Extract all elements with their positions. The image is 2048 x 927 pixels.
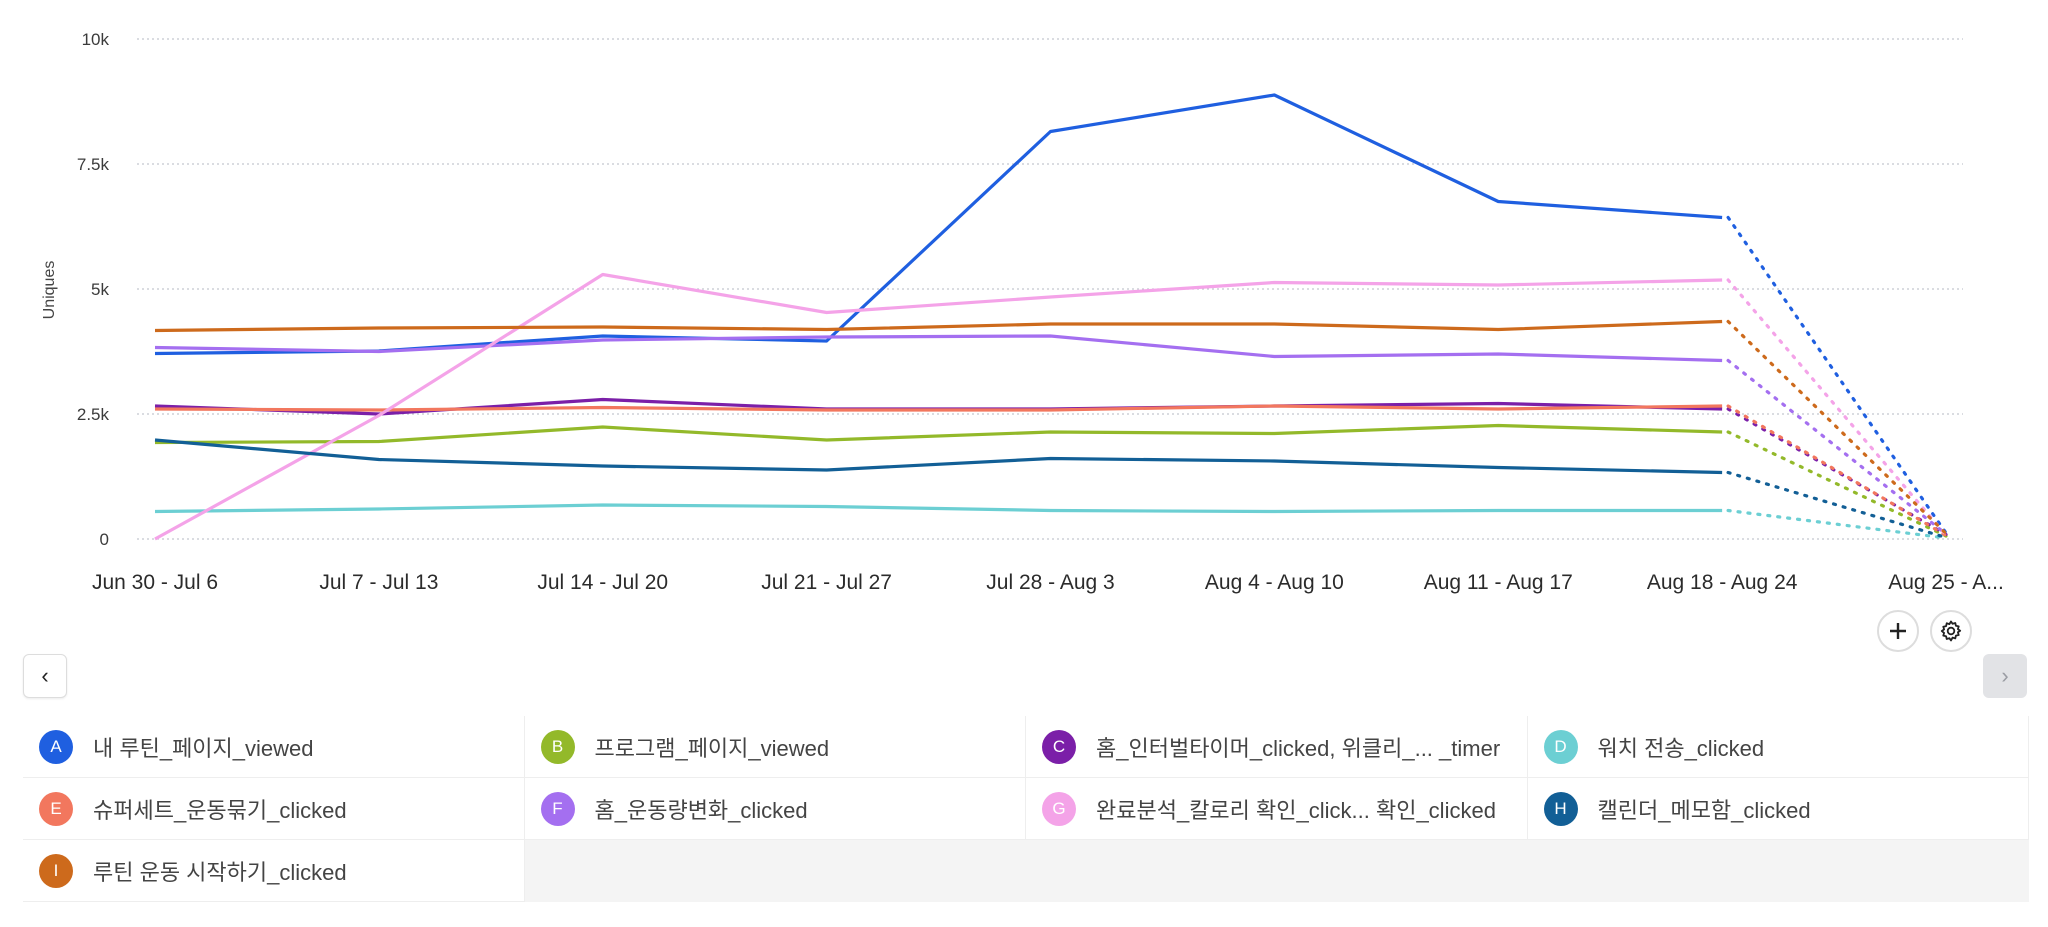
settings-button[interactable]	[1930, 610, 1972, 652]
series-h[interactable]	[154, 438, 1948, 540]
series-badge: B	[540, 729, 575, 764]
series-incomplete-segment	[1726, 215, 1948, 535]
series-i[interactable]	[154, 319, 1948, 536]
x-tick-label: Aug 25 - A...	[1888, 571, 2004, 594]
legend-label: 슈퍼세트_운동묶기_clicked	[93, 797, 347, 823]
series-d[interactable]	[154, 503, 1948, 540]
series-badge: F	[540, 791, 575, 826]
series-incomplete-segment	[1726, 358, 1948, 536]
series-line[interactable]	[154, 93, 1723, 356]
legend-item[interactable]: B 프로그램_페이지_viewed	[524, 716, 1026, 778]
series-line[interactable]	[154, 319, 1723, 333]
series-c[interactable]	[154, 397, 1948, 537]
legend-label: 내 루틴_페이지_viewed	[93, 735, 314, 761]
series-line[interactable]	[154, 438, 1723, 475]
series-incomplete-segment	[1726, 470, 1948, 540]
series-incomplete-segment	[1726, 278, 1948, 537]
series-line[interactable]	[154, 272, 1723, 541]
line-chart: 0 2.5k 5k 7.5k 10k Uniques Jun 30 - Jul 6 Jul…	[41, 30, 2004, 594]
legend-label: 홈_인터벌타이머_clicked, 위클리_... _timer	[1096, 735, 1501, 761]
series-badge: E	[39, 791, 73, 826]
series-line[interactable]	[154, 503, 1723, 514]
chevron-left-icon: ‹	[41, 663, 49, 688]
legend-item[interactable]: H 캘린더_메모함_clicked	[1527, 778, 2029, 840]
legend-label: 홈_운동량변화_clicked	[594, 797, 808, 823]
x-tick-label: Aug 18 - Aug 24	[1647, 571, 1798, 594]
legend-label: 워치 전송_clicked	[1597, 735, 1765, 761]
plus-icon	[1890, 623, 1906, 639]
legend-item[interactable]: G 완료분석_칼로리 확인_click... 확인_clicked	[1026, 778, 1528, 840]
x-tick-label: Aug 11 - Aug 17	[1424, 571, 1573, 594]
series-incomplete-segment	[1726, 404, 1948, 538]
y-tick-label: 5k	[91, 280, 109, 299]
series-badge: A	[39, 729, 73, 764]
series-badge: C	[1042, 729, 1076, 764]
legend-item[interactable]: A 내 루틴_페이지_viewed	[23, 716, 525, 778]
y-tick-label: 0	[100, 530, 109, 549]
legend-label: 루틴 운동 시작하기_clicked	[93, 859, 347, 885]
y-tick-label: 7.5k	[77, 155, 110, 174]
series-badge: H	[1543, 791, 1578, 826]
legend-label: 캘린더_메모함_clicked	[1597, 797, 1811, 823]
x-tick-label: Jul 21 - Jul 27	[761, 571, 892, 594]
y-tick-label: 10k	[82, 30, 110, 49]
series-line[interactable]	[154, 334, 1723, 363]
legend-item[interactable]: E 슈퍼세트_운동묶기_clicked	[23, 778, 525, 840]
y-tick-label: 2.5k	[77, 405, 110, 424]
x-tick-label: Jul 14 - Jul 20	[537, 571, 668, 594]
series-f[interactable]	[154, 334, 1948, 536]
legend-item[interactable]: I 루틴 운동 시작하기_clicked	[23, 840, 525, 902]
series-badge: I	[39, 853, 73, 888]
legend-label: 완료분석_칼로리 확인_click... 확인_clicked	[1096, 797, 1496, 823]
series-b[interactable]	[154, 423, 1948, 538]
series-incomplete-segment	[1726, 508, 1948, 540]
gear-icon	[1940, 620, 1962, 642]
series-e[interactable]	[154, 404, 1948, 538]
legend-label: 프로그램_페이지_viewed	[594, 735, 830, 761]
series-badge: G	[1042, 791, 1076, 826]
series-incomplete-segment	[1726, 430, 1948, 538]
x-tick-label: Jul 7 - Jul 13	[319, 571, 438, 594]
legend-item[interactable]: F 홈_운동량변화_clicked	[524, 778, 1026, 840]
legend-item[interactable]: C 홈_인터벌타이머_clicked, 위클리_... _timer	[1026, 716, 1528, 778]
legend: A 내 루틴_페이지_viewed B 프로그램_페이지_viewed C 홈_인터벌타이…	[23, 716, 2029, 902]
chevron-right-icon: ›	[2001, 663, 2009, 688]
legend-item[interactable]: D 워치 전송_clicked	[1527, 716, 2029, 778]
series-g[interactable]	[154, 272, 1948, 541]
series-a[interactable]	[154, 93, 1948, 535]
x-tick-label: Jul 28 - Aug 3	[986, 571, 1114, 594]
x-tick-label: Jun 30 - Jul 6	[92, 571, 218, 594]
series-line[interactable]	[154, 404, 1723, 412]
y-axis-label: Uniques	[41, 261, 58, 320]
series-badge: D	[1543, 729, 1578, 764]
legend-prev-button[interactable]: ‹	[23, 654, 67, 698]
x-tick-label: Aug 4 - Aug 10	[1205, 571, 1344, 594]
legend-next-button[interactable]: ›	[1983, 654, 2027, 698]
series-incomplete-segment	[1726, 319, 1948, 536]
add-button[interactable]	[1877, 610, 1919, 652]
series-line[interactable]	[154, 423, 1723, 445]
